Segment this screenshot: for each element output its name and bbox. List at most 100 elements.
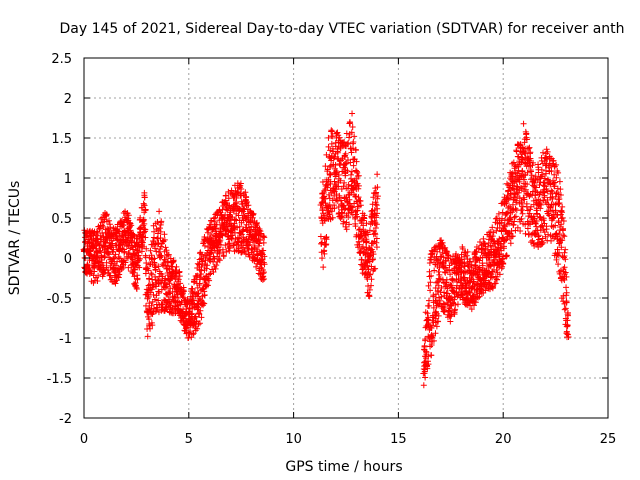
data-point: [354, 213, 361, 220]
data-point: [510, 221, 517, 228]
data-point: [222, 192, 229, 199]
y-tick-label: 2: [64, 92, 72, 107]
data-point: [203, 265, 210, 272]
data-point: [120, 222, 127, 229]
data-point: [468, 306, 475, 313]
y-tick-label: -0.5: [47, 292, 72, 307]
data-point: [374, 210, 381, 217]
data-point: [112, 262, 119, 269]
data-point: [539, 240, 546, 247]
data-point: [177, 280, 184, 287]
data-point: [427, 256, 434, 263]
data-point: [371, 230, 378, 237]
data-point: [145, 267, 152, 274]
data-point: [447, 318, 454, 325]
data-point: [365, 266, 372, 273]
data-point: [438, 284, 445, 291]
data-point: [121, 248, 128, 255]
axis-ticks: 0 5 10 15 20 25 -2 -1.5 -1 -0.5 0 0.5 1 1.5 2 2.5: [47, 52, 617, 447]
y-tick-label: 1.5: [51, 132, 72, 147]
data-point: [188, 334, 195, 341]
data-point: [139, 239, 146, 246]
data-point: [564, 322, 571, 329]
data-point: [196, 280, 203, 287]
data-point: [549, 188, 556, 195]
data-point: [180, 284, 187, 291]
data-point: [450, 277, 457, 284]
data-point: [157, 228, 164, 235]
data-point: [518, 215, 525, 222]
data-point: [134, 247, 141, 254]
data-point: [206, 277, 213, 284]
data-point: [564, 311, 571, 318]
data-point: [489, 274, 496, 281]
data-point: [342, 172, 349, 179]
data-point: [532, 220, 539, 227]
data-point: [167, 285, 174, 292]
data-point: [130, 269, 137, 276]
data-point: [363, 238, 370, 245]
data-point: [434, 257, 441, 264]
data-point: [555, 252, 562, 259]
data-point: [537, 205, 544, 212]
data-point: [561, 233, 568, 240]
x-tick-label: 25: [600, 432, 617, 447]
data-point: [121, 228, 128, 235]
data-point: [472, 262, 479, 269]
data-point: [350, 162, 357, 169]
data-point: [246, 253, 253, 260]
data-point: [530, 159, 537, 166]
data-point: [517, 227, 524, 234]
data-point: [510, 185, 517, 192]
data-point: [548, 168, 555, 175]
data-point: [366, 271, 373, 278]
data-point: [479, 262, 486, 269]
data-point: [196, 311, 203, 318]
plot-frame: [83, 57, 609, 419]
data-point: [425, 297, 432, 304]
data-point: [260, 269, 267, 276]
data-point: [225, 233, 232, 240]
data-point: [553, 230, 560, 237]
data-point: [540, 182, 547, 189]
data-point: [87, 252, 94, 259]
data-point: [329, 214, 336, 221]
data-point: [150, 234, 157, 241]
data-point: [370, 256, 377, 263]
data-point: [141, 220, 148, 227]
data-point: [345, 214, 352, 221]
data-point: [563, 273, 570, 280]
data-point: [430, 292, 437, 299]
data-point: [234, 239, 241, 246]
data-point: [435, 318, 442, 325]
x-tick-label: 5: [185, 432, 193, 447]
data-point: [435, 294, 442, 301]
data-point: [343, 226, 350, 233]
x-tick-label: 15: [390, 432, 407, 447]
data-point: [170, 257, 177, 264]
data-point: [193, 273, 200, 280]
data-point: [562, 269, 569, 276]
data-point: [362, 232, 369, 239]
data-point: [489, 233, 496, 240]
data-point: [463, 252, 470, 259]
data-point: [442, 264, 449, 271]
data-point: [95, 272, 102, 279]
data-point: [341, 179, 348, 186]
data-point: [345, 140, 352, 147]
data-point: [356, 241, 363, 248]
data-point: [141, 192, 148, 199]
x-tick-label: 10: [285, 432, 302, 447]
data-point: [556, 230, 563, 237]
data-point: [194, 325, 201, 332]
data-point: [158, 219, 165, 226]
data-point: [370, 251, 377, 258]
data-point: [338, 213, 345, 220]
data-point: [94, 277, 101, 284]
data-point: [113, 233, 120, 240]
data-point: [561, 249, 568, 256]
data-point: [163, 281, 170, 288]
data-point: [493, 227, 500, 234]
data-point: [527, 155, 534, 162]
data-point: [154, 219, 161, 226]
